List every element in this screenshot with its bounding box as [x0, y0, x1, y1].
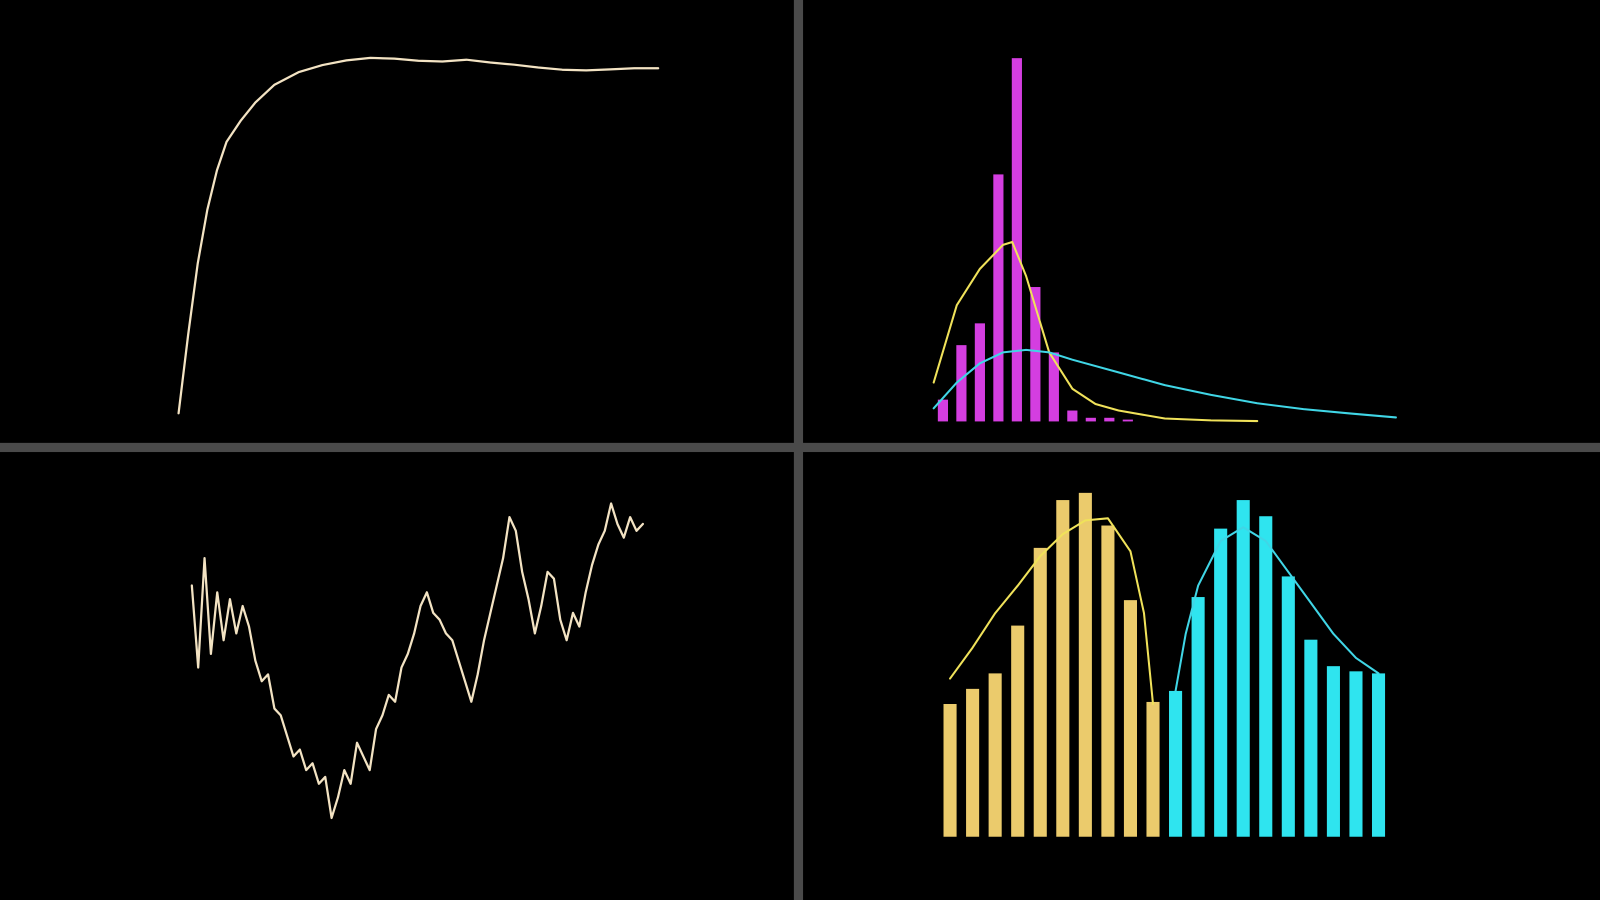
histogram-bar — [1030, 287, 1041, 422]
histogram-bar — [1122, 419, 1133, 422]
histogram-bar — [956, 345, 967, 422]
bar — [966, 688, 980, 837]
line — [177, 56, 660, 415]
fit-curve — [1174, 526, 1380, 692]
histogram-bar — [1104, 417, 1115, 422]
bar — [1123, 600, 1137, 837]
histogram-bar — [974, 323, 985, 422]
bar — [1146, 701, 1160, 837]
bar — [1033, 547, 1047, 837]
bar — [1078, 492, 1092, 837]
histogram-bar — [937, 399, 949, 422]
bar — [1259, 516, 1273, 837]
horizontal-divider — [0, 442, 1600, 453]
bar — [1191, 597, 1205, 837]
density-curve — [932, 348, 1397, 419]
histogram-bar — [1085, 417, 1096, 422]
bar — [1326, 666, 1340, 837]
bar — [1236, 500, 1250, 837]
bar — [1056, 500, 1070, 837]
bar — [1011, 625, 1025, 837]
bar — [1371, 673, 1386, 837]
histogram-bar — [993, 174, 1004, 422]
fit-curve — [949, 517, 1155, 706]
bar — [988, 673, 1002, 837]
bar — [1169, 690, 1183, 837]
bar — [1281, 576, 1295, 837]
histogram-bar — [1011, 58, 1022, 422]
bar — [1304, 639, 1318, 837]
bar — [943, 703, 957, 837]
bar — [1349, 671, 1363, 837]
histogram-bar — [1048, 352, 1059, 422]
bar — [1214, 528, 1228, 837]
bar — [1101, 525, 1115, 837]
histogram-bar — [1067, 410, 1078, 422]
line — [190, 502, 644, 820]
